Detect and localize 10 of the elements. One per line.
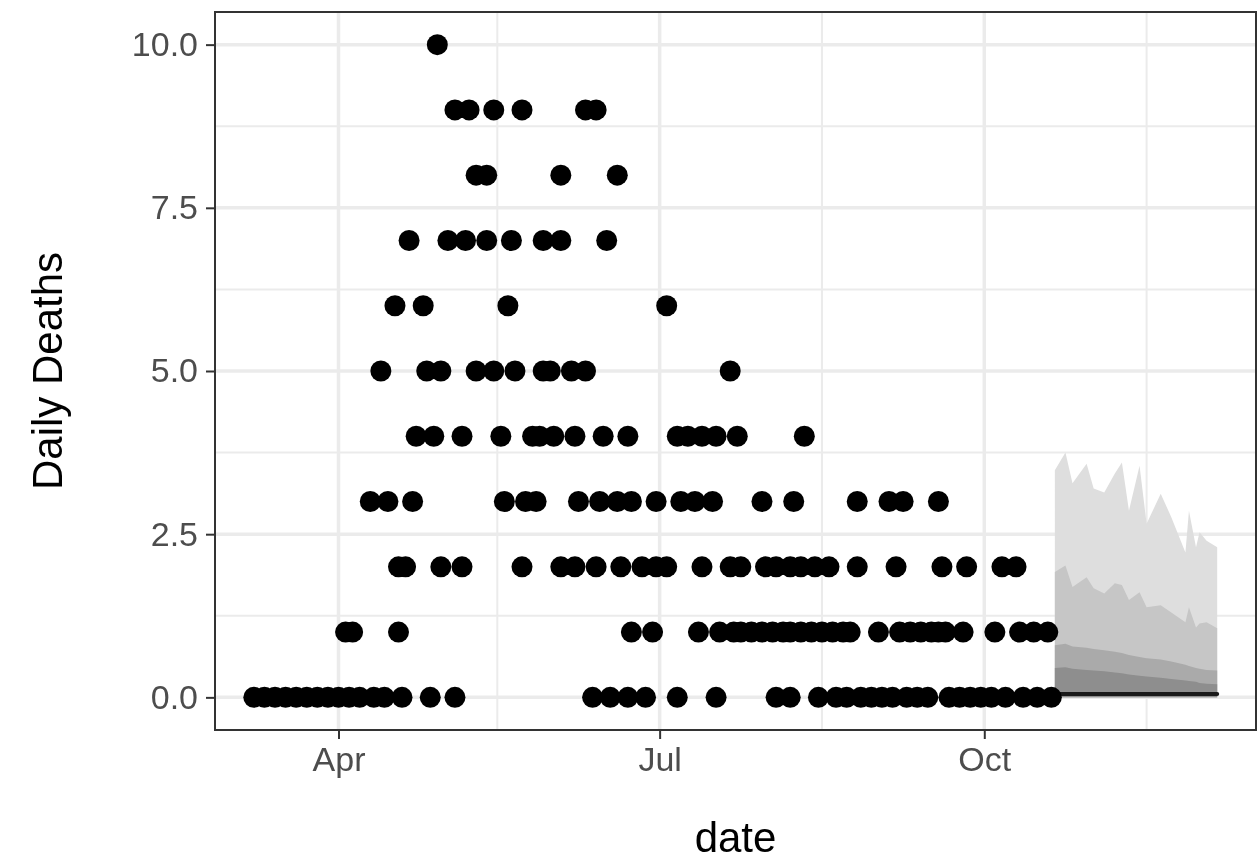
y-tick-label: 7.5 bbox=[150, 188, 198, 227]
x-tick-label: Jul bbox=[638, 740, 682, 779]
x-tick-label: Apr bbox=[312, 740, 366, 779]
y-tick-label: 2.5 bbox=[150, 514, 198, 553]
x-tick-label: Oct bbox=[958, 740, 1012, 779]
y-tick-label: 0.0 bbox=[150, 677, 198, 716]
x-axis-title: date bbox=[694, 814, 777, 861]
y-tick-label: 10.0 bbox=[131, 25, 198, 64]
y-tick-label: 5.0 bbox=[150, 351, 198, 390]
y-axis-title: Daily Deaths bbox=[24, 251, 71, 491]
